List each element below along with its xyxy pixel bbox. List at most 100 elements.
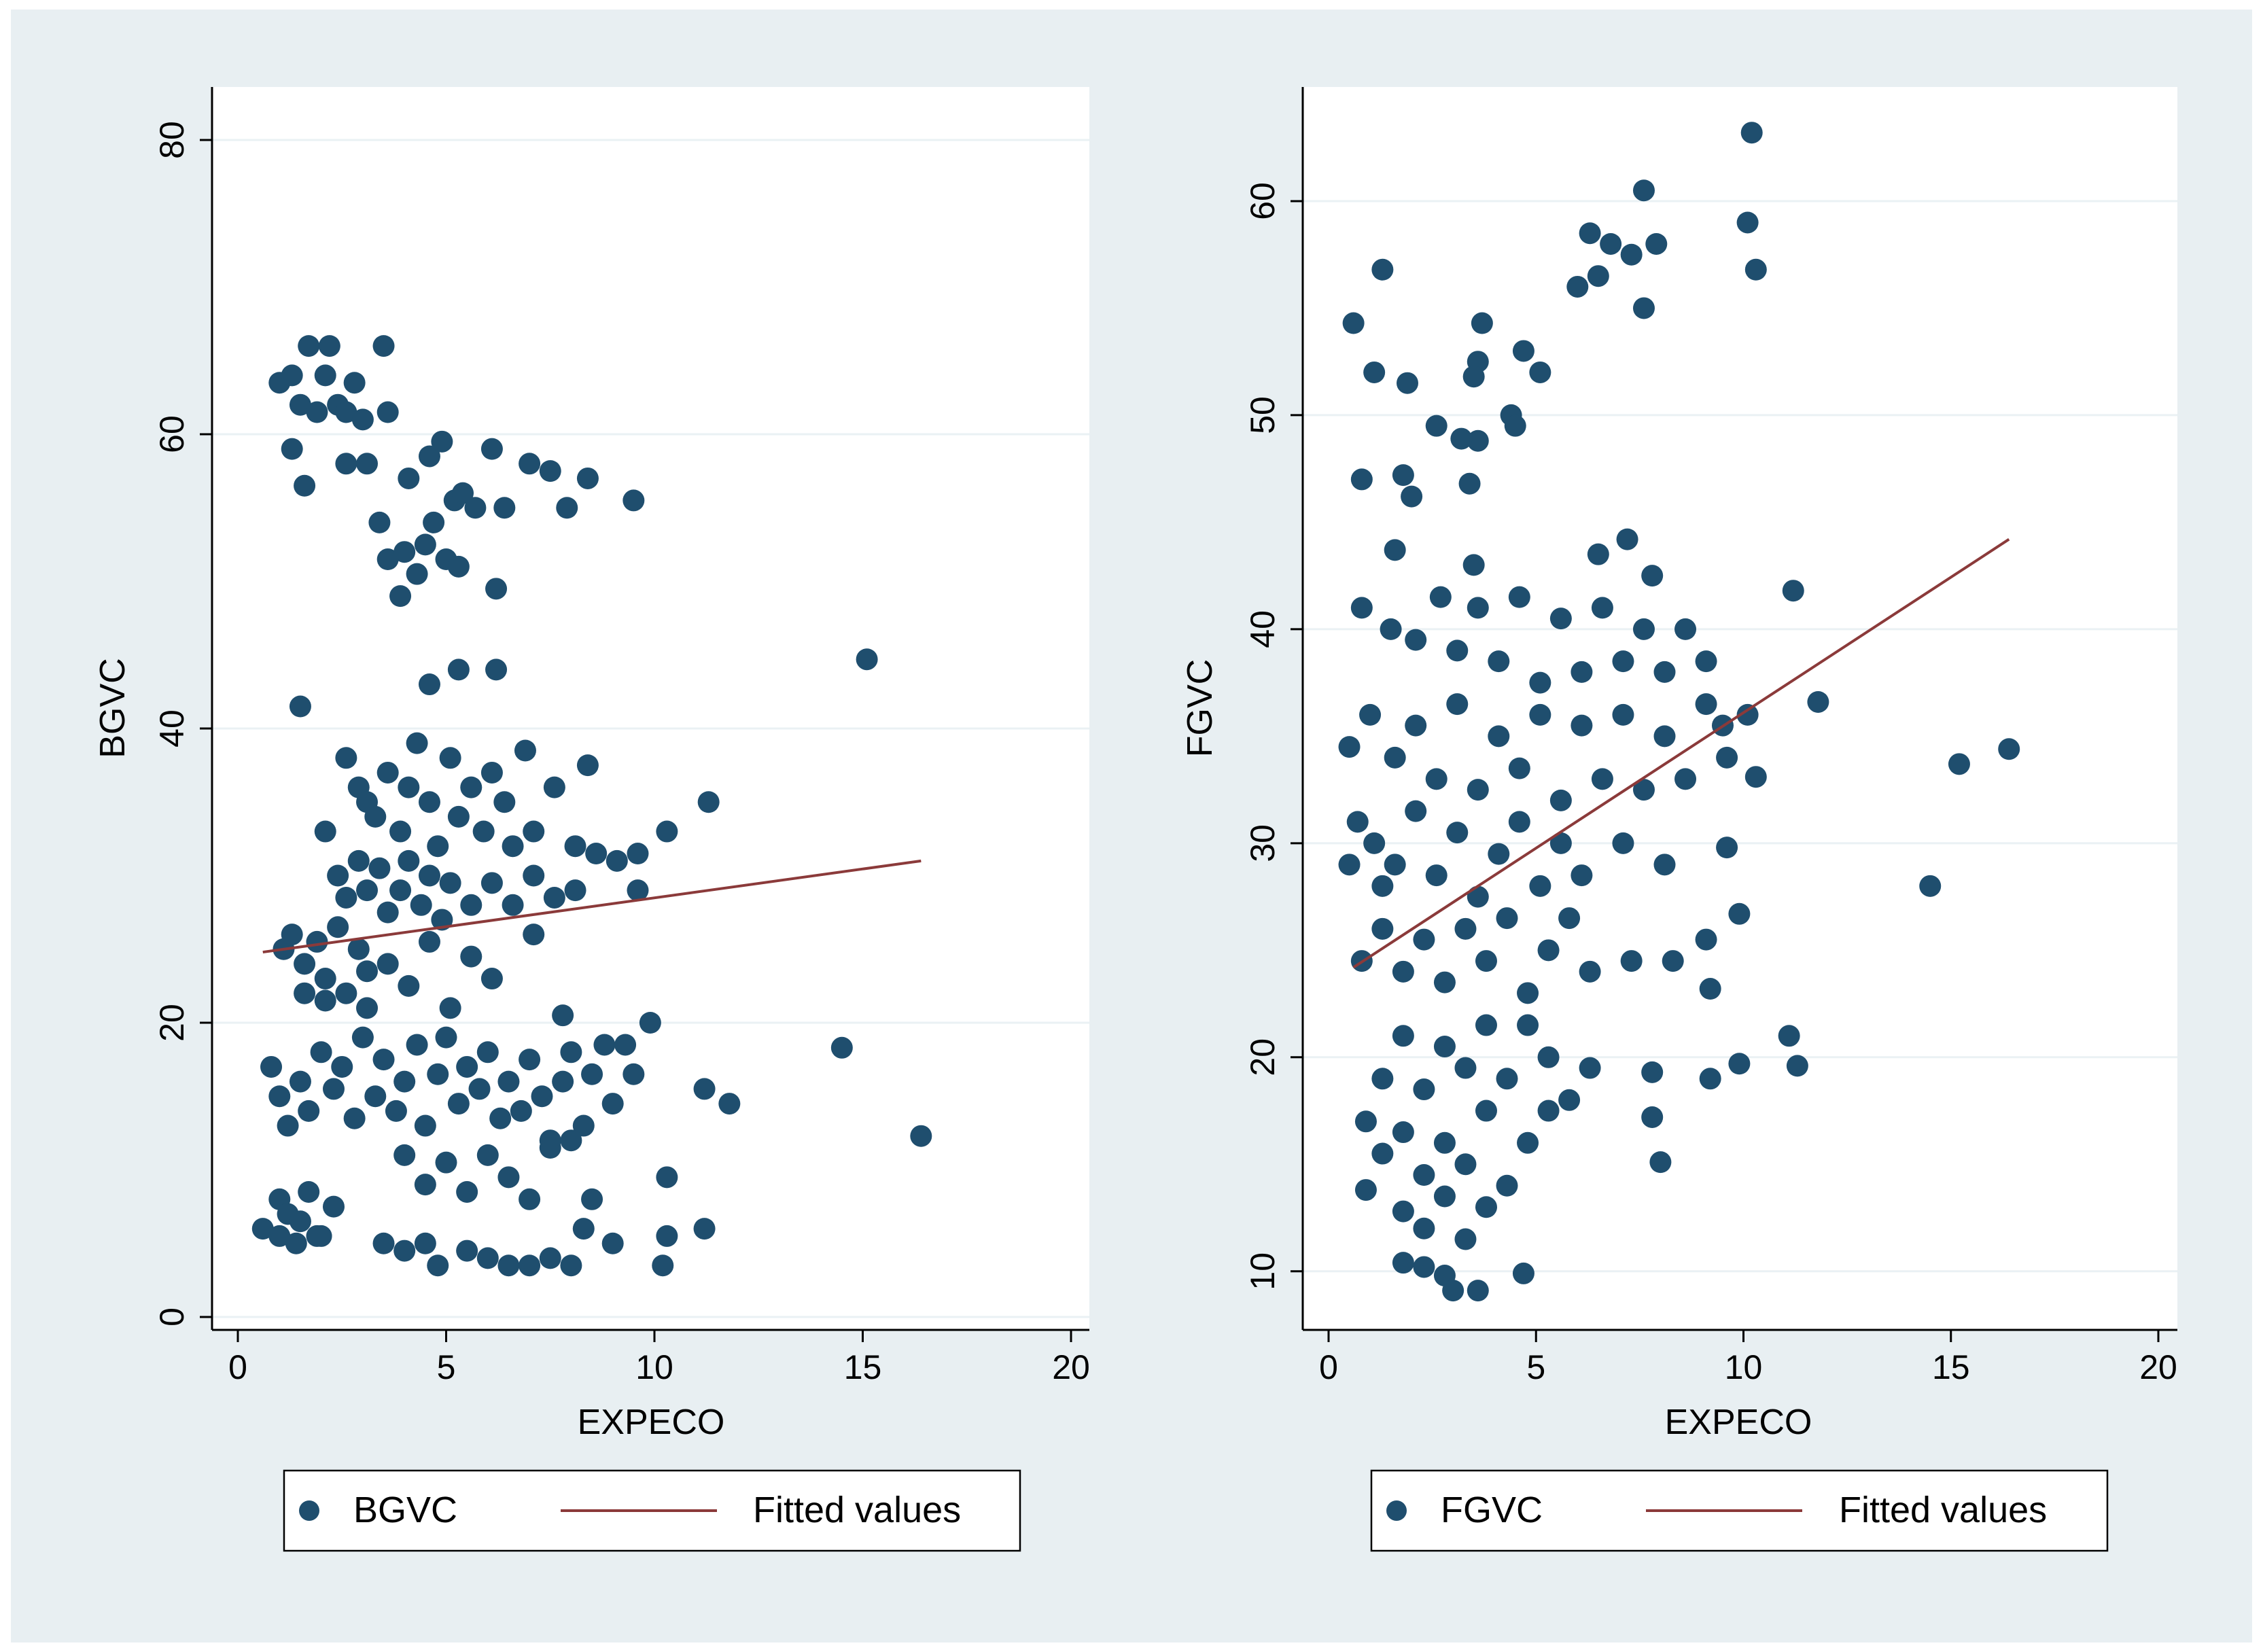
point-fgvc-109	[1433, 1036, 1456, 1058]
point-bgvc-85	[460, 894, 483, 916]
point-fgvc-130	[1517, 1131, 1539, 1154]
point-bgvc-147	[639, 1012, 661, 1034]
point-fgvc-121	[1778, 1025, 1800, 1047]
point-bgvc-180	[601, 1232, 624, 1254]
point-fgvc-96	[1475, 950, 1497, 972]
legend-label-fgvc: FGVC	[1441, 1490, 1543, 1530]
point-bgvc-76	[356, 879, 379, 902]
point-fgvc-56	[1446, 693, 1469, 716]
point-bgvc-63	[514, 739, 536, 762]
point-bgvc-110	[356, 997, 379, 1019]
point-bgvc-168	[372, 1232, 395, 1254]
x-tick-label-fgvc-0: 0	[1319, 1348, 1338, 1386]
point-fgvc-0	[1740, 122, 1763, 144]
point-bgvc-89	[543, 886, 565, 909]
point-bgvc-123	[385, 1100, 407, 1122]
point-fgvc-48	[1632, 618, 1655, 640]
point-bgvc-188	[910, 1125, 932, 1147]
point-fgvc-94	[1433, 971, 1456, 994]
point-bgvc-144	[601, 1093, 624, 1115]
point-bgvc-179	[581, 1188, 603, 1210]
legend-fgvc: FGVC Fitted values	[1370, 1469, 2109, 1552]
point-bgvc-41	[447, 658, 470, 681]
point-bgvc-120	[351, 1026, 374, 1049]
point-fgvc-61	[1549, 789, 1572, 811]
point-fgvc-27	[1401, 485, 1423, 508]
y-tick-label-bgvc-40: 40	[153, 709, 191, 748]
point-fgvc-117	[1641, 1061, 1664, 1083]
point-fgvc-138	[1454, 1228, 1477, 1250]
point-fgvc-92	[1392, 960, 1414, 983]
point-bgvc-145	[614, 1034, 637, 1056]
point-fgvc-122	[1786, 1055, 1808, 1077]
point-bgvc-23	[480, 438, 503, 460]
point-fgvc-5	[1620, 243, 1643, 266]
x-ticks-bgvc: 0 5 10 15 20	[228, 1330, 1090, 1386]
point-fgvc-77	[1425, 864, 1448, 887]
y-tick-label-fgvc-50: 50	[1244, 396, 1282, 434]
point-fgvc-18	[1396, 372, 1418, 394]
point-bgvc-173	[476, 1247, 499, 1269]
point-fgvc-95	[1454, 917, 1477, 940]
point-bgvc-5	[314, 364, 336, 387]
point-bgvc-119	[343, 1107, 366, 1129]
point-fgvc-139	[1475, 1196, 1497, 1218]
y-tick-label-bgvc-20: 20	[153, 1004, 191, 1042]
point-bgvc-100	[356, 960, 379, 983]
point-bgvc-14	[294, 474, 316, 497]
point-fgvc-136	[1413, 1217, 1435, 1240]
point-fgvc-8	[1744, 258, 1767, 281]
point-bgvc-42	[485, 658, 508, 681]
point-bgvc-84	[439, 872, 461, 894]
legend-label-fitted-bgvc: Fitted values	[753, 1490, 961, 1530]
point-bgvc-88	[523, 864, 545, 887]
point-bgvc-80	[398, 849, 420, 872]
point-bgvc-134	[497, 1070, 520, 1093]
fitted-line-fgvc	[1352, 538, 2010, 969]
point-bgvc-152	[456, 1180, 478, 1203]
x-tick-label-bgvc-0: 0	[228, 1348, 247, 1386]
fitted-line-fgvc	[1352, 538, 2010, 969]
point-bgvc-101	[376, 953, 399, 975]
point-bgvc-90	[564, 879, 586, 902]
fitted-line-bgvc	[262, 859, 922, 954]
point-fgvc-76	[1405, 800, 1427, 822]
point-bgvc-105	[460, 945, 483, 968]
point-fgvc-78	[1446, 822, 1469, 844]
point-fgvc-145	[1467, 1280, 1489, 1302]
point-bgvc-182	[656, 1225, 678, 1247]
point-fgvc-127	[1433, 1131, 1456, 1154]
point-fgvc-31	[1587, 543, 1609, 565]
point-bgvc-171	[427, 1254, 449, 1277]
point-fgvc-146	[1512, 1262, 1534, 1284]
point-bgvc-75	[347, 849, 370, 872]
point-bgvc-28	[576, 467, 599, 489]
point-bgvc-66	[564, 835, 586, 858]
x-tick-label-fgvc-10: 10	[1725, 1348, 1763, 1386]
point-bgvc-53	[406, 732, 428, 754]
point-bgvc-65	[543, 776, 565, 798]
y-tick-label-fgvc-60: 60	[1244, 182, 1282, 220]
point-bgvc-108	[294, 982, 316, 1004]
point-bgvc-102	[398, 974, 420, 997]
point-bgvc-25	[519, 453, 541, 475]
point-fgvc-24	[1450, 427, 1473, 450]
point-fgvc-60	[1529, 703, 1551, 726]
point-fgvc-141	[1392, 1252, 1414, 1274]
point-fgvc-142	[1413, 1256, 1435, 1278]
point-bgvc-121	[364, 1085, 387, 1108]
point-bgvc-30	[368, 511, 391, 533]
point-fgvc-134	[1354, 1179, 1377, 1201]
point-bgvc-103	[418, 930, 440, 953]
point-fgvc-97	[1496, 907, 1518, 930]
point-fgvc-116	[1579, 1057, 1601, 1079]
point-fgvc-93	[1413, 928, 1435, 951]
point-bgvc-26	[539, 460, 561, 482]
point-bgvc-37	[447, 555, 470, 578]
point-bgvc-135	[510, 1100, 532, 1122]
point-fgvc-123	[1354, 1110, 1377, 1133]
point-fgvc-81	[1508, 811, 1530, 833]
point-fgvc-40	[1467, 597, 1489, 619]
point-bgvc-39	[485, 578, 508, 600]
